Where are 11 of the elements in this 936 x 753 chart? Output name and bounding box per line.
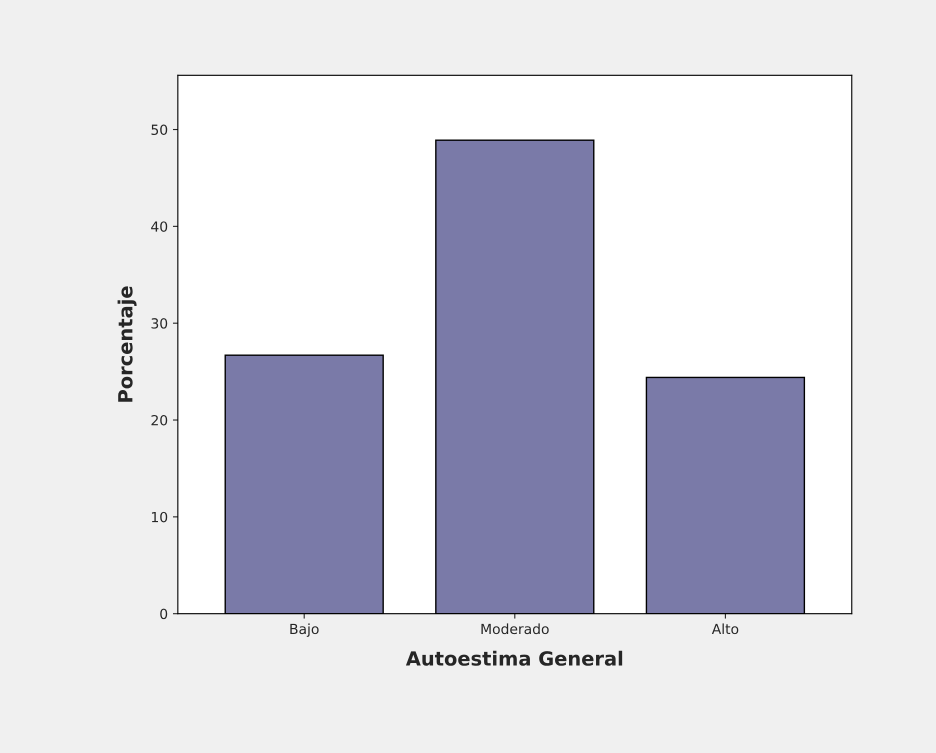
y-tick-label: 10: [152, 512, 168, 522]
x-tick-label: Alto: [712, 623, 738, 634]
y-axis-title: Porcentaje: [118, 286, 137, 402]
y-tick-label: 0: [160, 608, 168, 620]
x-axis-title: Autoestima General: [406, 650, 622, 666]
y-tick-label: 50: [152, 124, 168, 135]
x-tick-label: Moderado: [481, 623, 549, 634]
y-tick-label: 30: [152, 318, 168, 329]
x-tick-label: Bajo: [290, 623, 319, 637]
y-tick-label: 40: [151, 221, 168, 232]
y-tick-label: 20: [151, 414, 168, 426]
